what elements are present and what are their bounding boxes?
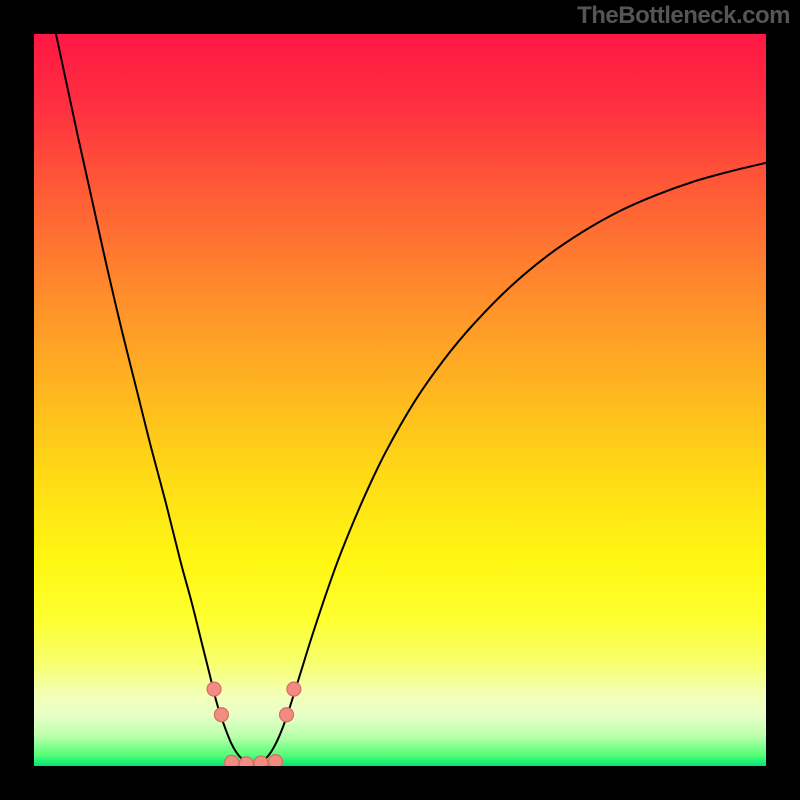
plot-area	[34, 34, 766, 766]
watermark-text: TheBottleneck.com	[577, 2, 790, 30]
marker-point	[287, 682, 301, 696]
marker-point	[207, 682, 221, 696]
chart-container: TheBottleneck.com	[0, 0, 800, 800]
marker-point	[254, 756, 268, 766]
bottleneck-curve	[34, 34, 766, 766]
marker-point	[214, 708, 228, 722]
curve-path	[56, 34, 766, 763]
marker-point	[280, 708, 294, 722]
marker-point	[225, 755, 239, 766]
markers-group	[207, 682, 301, 766]
marker-point	[269, 755, 283, 766]
marker-point	[239, 757, 253, 766]
